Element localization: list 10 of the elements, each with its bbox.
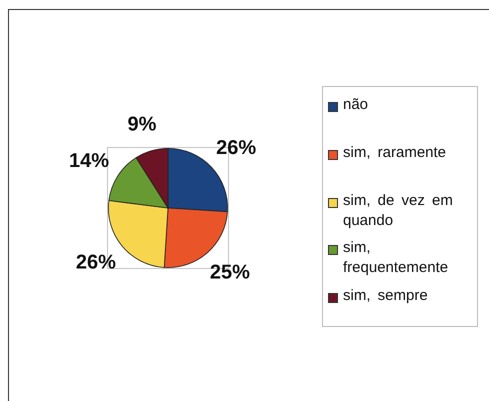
legend-label: sim, frequentemente bbox=[343, 238, 450, 278]
legend-label: sim, de vez em quando bbox=[343, 190, 454, 231]
data-label: 25% bbox=[210, 261, 250, 284]
data-label: 26% bbox=[76, 252, 116, 274]
data-label: 26% bbox=[216, 137, 256, 160]
data-label: 14% bbox=[69, 150, 110, 172]
data-label: 9% bbox=[127, 113, 157, 136]
legend-label: sim, sempre bbox=[343, 286, 428, 306]
legend-label: sim, raramente bbox=[343, 142, 446, 163]
legend-label: não bbox=[343, 95, 368, 115]
